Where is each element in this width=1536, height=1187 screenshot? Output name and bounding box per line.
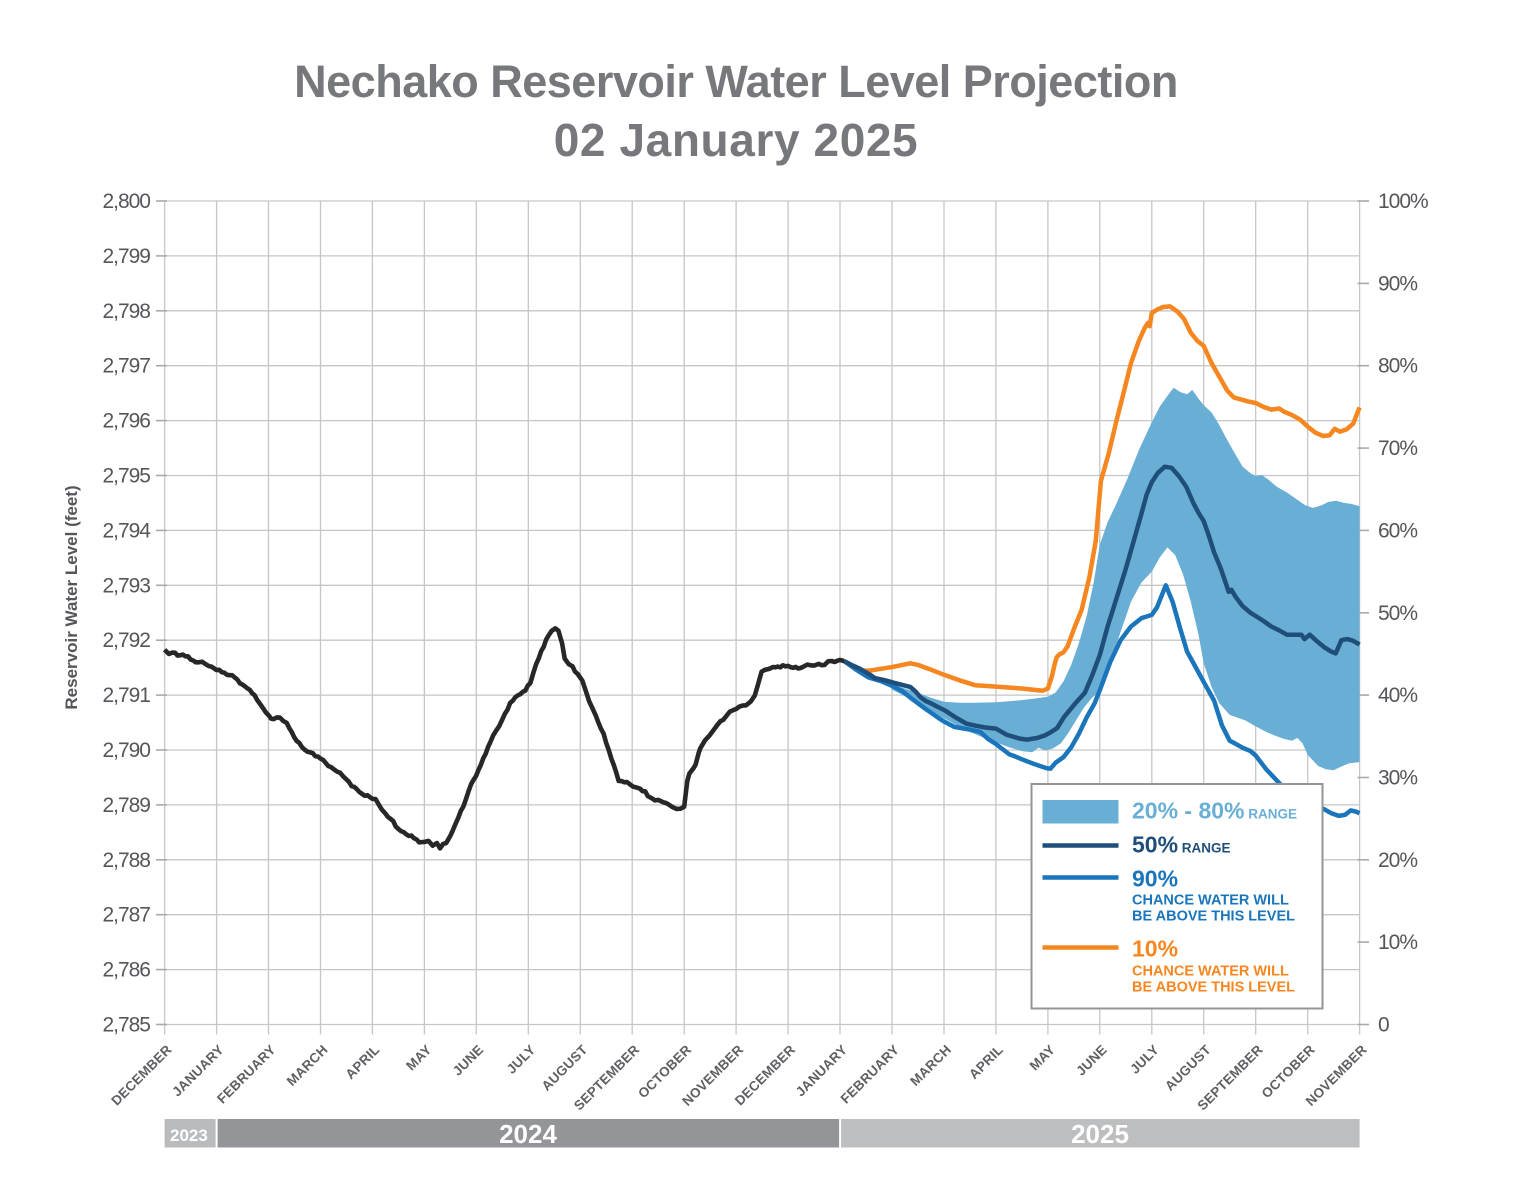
svg-text:Reservoir Water Level (feet): Reservoir Water Level (feet) [62, 485, 81, 709]
svg-text:BE ABOVE THIS LEVEL: BE ABOVE THIS LEVEL [1132, 909, 1295, 925]
svg-text:2,794: 2,794 [102, 519, 151, 542]
svg-text:80%: 80% [1378, 355, 1417, 378]
svg-text:2,786: 2,786 [102, 959, 150, 982]
svg-text:2,791: 2,791 [102, 684, 150, 707]
svg-text:70%: 70% [1378, 437, 1417, 460]
svg-text:2,793: 2,793 [102, 574, 150, 597]
svg-text:10%: 10% [1378, 931, 1417, 954]
svg-text:2,800: 2,800 [102, 190, 150, 213]
svg-text:Nechako Reservoir Water Level: Nechako Reservoir Water Level Projection [294, 56, 1178, 107]
svg-text:90%: 90% [1132, 866, 1178, 892]
svg-text:0: 0 [1378, 1014, 1389, 1037]
svg-text:2,787: 2,787 [102, 904, 150, 927]
svg-text:2,796: 2,796 [102, 410, 150, 433]
svg-text:50%: 50% [1378, 602, 1417, 625]
svg-text:2,785: 2,785 [102, 1014, 150, 1037]
svg-text:2025: 2025 [1071, 1119, 1129, 1149]
svg-text:2,799: 2,799 [102, 245, 150, 268]
svg-text:10%: 10% [1132, 936, 1178, 962]
svg-text:2,790: 2,790 [102, 739, 150, 762]
svg-text:60%: 60% [1378, 519, 1417, 542]
svg-text:2,795: 2,795 [102, 465, 150, 488]
svg-text:CHANCE WATER WILL: CHANCE WATER WILL [1132, 893, 1289, 909]
svg-text:2024: 2024 [499, 1119, 557, 1149]
svg-text:30%: 30% [1378, 767, 1417, 790]
svg-text:20%: 20% [1378, 849, 1417, 872]
svg-text:40%: 40% [1378, 684, 1417, 707]
svg-text:BE ABOVE THIS LEVEL: BE ABOVE THIS LEVEL [1132, 980, 1295, 996]
svg-text:2,792: 2,792 [102, 629, 150, 652]
svg-text:2,789: 2,789 [102, 794, 150, 817]
svg-text:2023: 2023 [170, 1126, 208, 1145]
svg-text:02 January 2025: 02 January 2025 [554, 114, 919, 166]
svg-text:2,788: 2,788 [102, 849, 150, 872]
svg-text:2,798: 2,798 [102, 300, 150, 323]
svg-text:90%: 90% [1378, 272, 1417, 295]
svg-text:100%: 100% [1378, 190, 1428, 213]
svg-text:2,797: 2,797 [102, 355, 150, 378]
svg-text:CHANCE WATER WILL: CHANCE WATER WILL [1132, 964, 1289, 980]
